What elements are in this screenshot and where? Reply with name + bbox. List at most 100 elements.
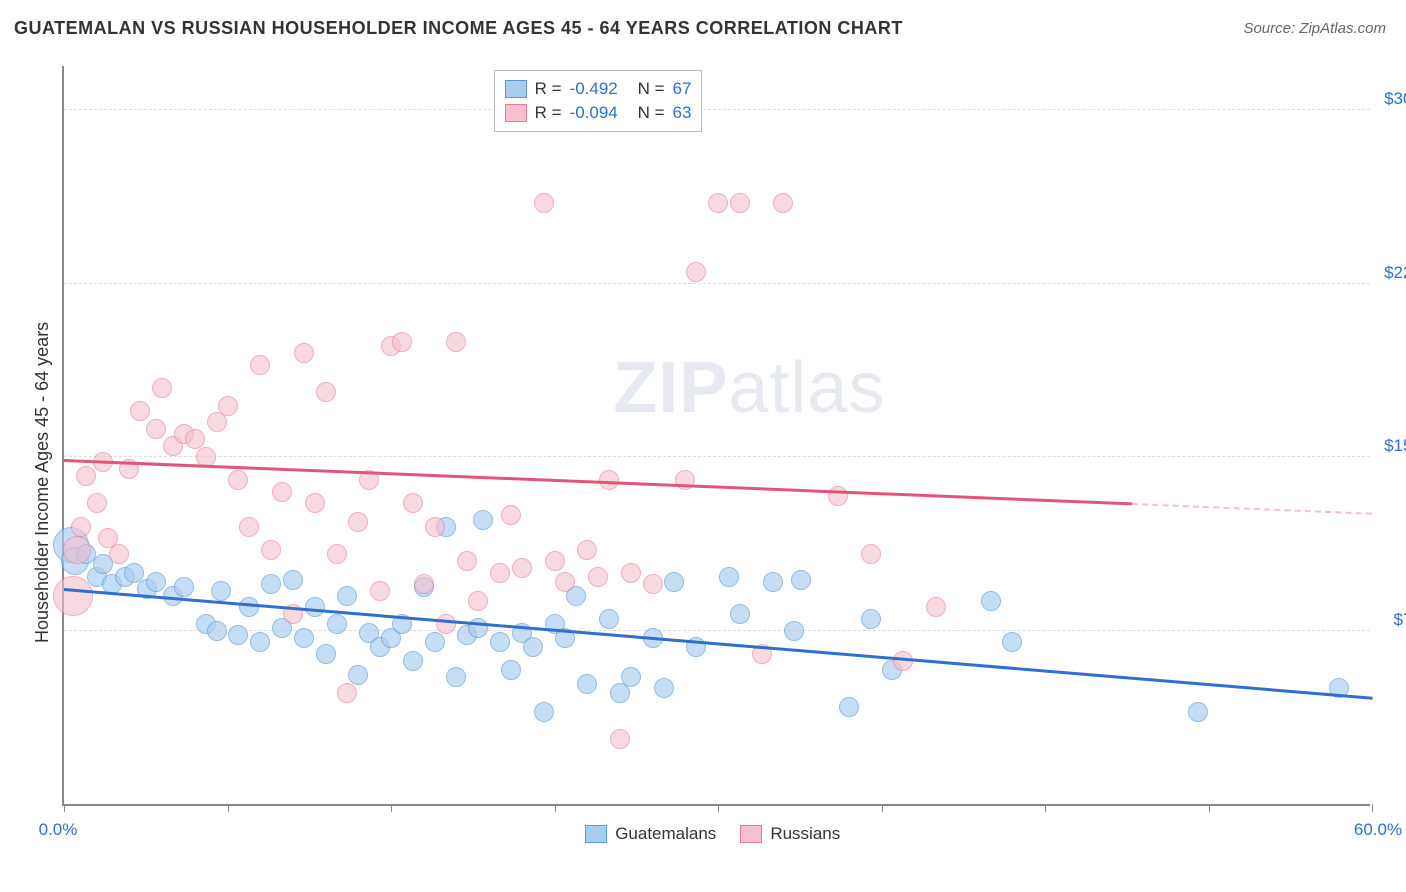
source-attribution: Source: ZipAtlas.com (1243, 20, 1386, 37)
watermark: ZIPatlas (613, 347, 885, 429)
stats-row: R = -0.492 N = 67 (505, 77, 692, 101)
scatter-point (773, 193, 793, 213)
scatter-point (534, 193, 554, 213)
stats-n-label: N = (638, 103, 665, 123)
scatter-point (76, 466, 96, 486)
grid-line (64, 283, 1370, 284)
scatter-point (839, 697, 859, 717)
scatter-point (392, 332, 412, 352)
x-tick (882, 804, 883, 812)
grid-line (64, 630, 1370, 631)
scatter-point (468, 591, 488, 611)
scatter-point (708, 193, 728, 213)
scatter-point (981, 591, 1001, 611)
scatter-point (610, 729, 630, 749)
stats-r-label: R = (535, 103, 562, 123)
scatter-point (861, 544, 881, 564)
scatter-point (261, 574, 281, 594)
stats-n-value: 63 (673, 103, 692, 123)
scatter-point (146, 419, 166, 439)
scatter-point (228, 470, 248, 490)
scatter-point (545, 551, 565, 571)
stats-r-label: R = (535, 79, 562, 99)
scatter-point (577, 674, 597, 694)
stats-row: R = -0.094 N = 63 (505, 101, 692, 125)
scatter-point (403, 493, 423, 513)
legend-swatch (505, 104, 527, 122)
x-tick (64, 804, 65, 812)
scatter-point (63, 536, 91, 564)
x-tick (391, 804, 392, 812)
scatter-point (348, 512, 368, 532)
scatter-point (686, 262, 706, 282)
scatter-point (261, 540, 281, 560)
scatter-point (643, 574, 663, 594)
scatter-point (71, 517, 91, 537)
scatter-point (146, 572, 166, 592)
scatter-point (490, 632, 510, 652)
scatter-point (218, 396, 238, 416)
scatter-point (53, 576, 93, 616)
watermark-zip: ZIP (613, 348, 728, 428)
scatter-point (501, 505, 521, 525)
scatter-point (239, 597, 259, 617)
y-tick-label: $75,000 (1375, 610, 1406, 630)
scatter-point (327, 544, 347, 564)
scatter-point (926, 597, 946, 617)
scatter-point (599, 609, 619, 629)
trend-line (1132, 503, 1372, 515)
chart-container: { "title": { "text": "GUATEMALAN VS RUSS… (0, 0, 1406, 892)
bottom-legend: GuatemalansRussians (585, 824, 840, 844)
scatter-point (305, 493, 325, 513)
scatter-point (664, 572, 684, 592)
grid-line (64, 109, 1370, 110)
stats-n-value: 67 (673, 79, 692, 99)
scatter-point (457, 551, 477, 571)
scatter-point (316, 644, 336, 664)
scatter-point (130, 401, 150, 421)
scatter-point (294, 628, 314, 648)
scatter-point (654, 678, 674, 698)
legend-swatch (505, 80, 527, 98)
scatter-point (446, 332, 466, 352)
grid-line (64, 456, 1370, 457)
x-tick (1045, 804, 1046, 812)
stats-n-label: N = (638, 79, 665, 99)
plot-area: ZIPatlas $75,000$150,000$225,000$300,000… (62, 66, 1370, 806)
scatter-point (337, 586, 357, 606)
scatter-point (577, 540, 597, 560)
legend-label: Guatemalans (615, 824, 716, 844)
scatter-point (207, 621, 227, 641)
stats-r-value: -0.094 (570, 103, 630, 123)
x-axis-label: 0.0% (39, 820, 78, 840)
x-tick (1372, 804, 1373, 812)
legend-swatch (585, 825, 607, 843)
scatter-point (490, 563, 510, 583)
scatter-point (534, 702, 554, 722)
scatter-point (403, 651, 423, 671)
scatter-point (1002, 632, 1022, 652)
trend-line (64, 459, 1132, 505)
scatter-point (555, 572, 575, 592)
scatter-point (621, 667, 641, 687)
scatter-point (294, 343, 314, 363)
scatter-point (250, 355, 270, 375)
scatter-point (283, 570, 303, 590)
x-tick (718, 804, 719, 812)
scatter-point (588, 567, 608, 587)
scatter-point (152, 378, 172, 398)
chart-title: GUATEMALAN VS RUSSIAN HOUSEHOLDER INCOME… (14, 18, 903, 39)
scatter-point (719, 567, 739, 587)
scatter-point (272, 482, 292, 502)
y-tick-label: $225,000 (1375, 263, 1406, 283)
scatter-point (109, 544, 129, 564)
scatter-point (621, 563, 641, 583)
scatter-point (425, 517, 445, 537)
y-axis-label: Householder Income Ages 45 - 64 years (32, 322, 53, 643)
x-tick (1209, 804, 1210, 812)
stats-r-value: -0.492 (570, 79, 630, 99)
x-axis-label: 60.0% (1354, 820, 1402, 840)
scatter-point (414, 574, 434, 594)
scatter-point (250, 632, 270, 652)
scatter-point (523, 637, 543, 657)
